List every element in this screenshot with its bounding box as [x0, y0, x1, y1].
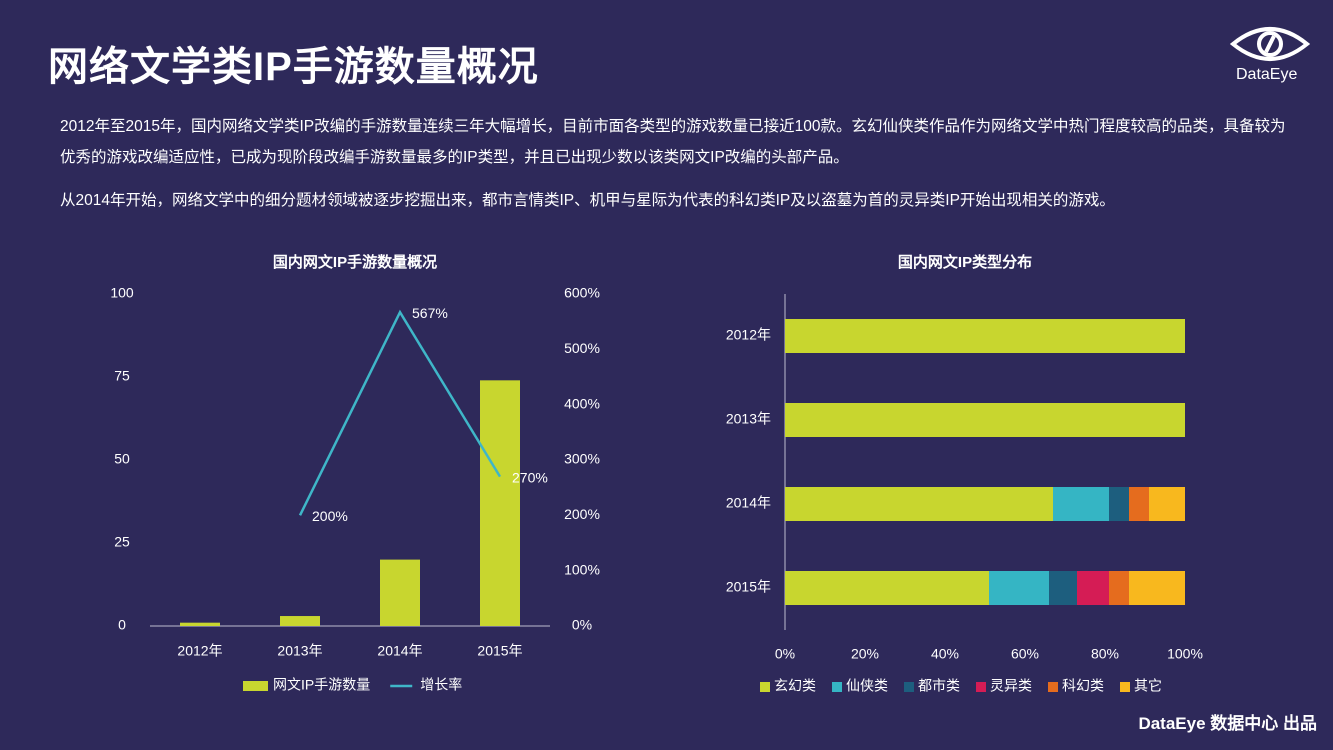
bar-segment — [1049, 571, 1077, 605]
bar-segment — [1077, 571, 1109, 605]
y-tick-label: 2014年 — [726, 495, 771, 511]
x-tick-label: 60% — [1011, 646, 1039, 662]
logo-text: DataEye — [1236, 66, 1298, 83]
legend-label: 科幻类 — [1062, 678, 1104, 694]
legend-label: 其它 — [1134, 678, 1162, 694]
legend-swatch — [1120, 682, 1130, 692]
legend-label: 玄幻类 — [774, 678, 816, 694]
y2-tick-label: 0% — [572, 617, 592, 633]
y-tick-label: 50 — [114, 451, 130, 467]
y-tick-label: 75 — [114, 368, 130, 384]
footer: DataEye 数据中心 出品 — [1138, 714, 1317, 733]
x-tick-label: 20% — [851, 646, 879, 662]
x-tick-label: 2012年 — [177, 643, 222, 659]
data-label: 270% — [512, 469, 548, 485]
y-tick-label: 2012年 — [726, 327, 771, 343]
x-tick-label: 2014年 — [377, 643, 422, 659]
y2-tick-label: 400% — [564, 395, 600, 411]
y2-tick-label: 100% — [564, 561, 600, 577]
bar-segment — [1109, 571, 1129, 605]
bar-segment — [989, 571, 1049, 605]
bar — [380, 559, 420, 626]
y2-tick-label: 500% — [564, 340, 600, 356]
bar-segment — [785, 487, 1053, 521]
legend-swatch — [243, 681, 268, 691]
legend-label: 增长率 — [420, 677, 462, 693]
y-tick-label: 2013年 — [726, 411, 771, 427]
paragraph: 从2014年开始，网络文学中的细分题材领域被逐步挖掘出来，都市言情类IP、机甲与… — [60, 192, 1115, 209]
bar — [180, 622, 220, 626]
bar-segment — [1053, 487, 1109, 521]
y2-tick-label: 200% — [564, 506, 600, 522]
legend-label: 灵异类 — [990, 678, 1032, 694]
bar-segment — [1109, 487, 1129, 521]
x-tick-label: 2015年 — [477, 643, 522, 659]
page-title: 网络文学类IP手游数量概况 — [48, 45, 539, 89]
logo-icon — [1230, 27, 1310, 61]
x-tick-label: 80% — [1091, 646, 1119, 662]
legend-swatch — [976, 682, 986, 692]
x-tick-label: 100% — [1167, 646, 1203, 662]
bar-segment — [1129, 487, 1149, 521]
legend-label: 网文IP手游数量 — [273, 677, 370, 693]
bar-segment — [1149, 487, 1185, 521]
legend-swatch — [904, 682, 914, 692]
bar — [280, 616, 320, 626]
x-tick-label: 2013年 — [277, 643, 322, 659]
chart-title: 国内网文IP手游数量概况 — [273, 253, 437, 271]
bar-segment — [785, 403, 1185, 437]
legend-swatch — [832, 682, 842, 692]
y-tick-label: 25 — [114, 534, 130, 550]
data-label: 200% — [312, 508, 348, 524]
bar-segment — [1129, 571, 1185, 605]
legend-swatch — [760, 682, 770, 692]
legend-swatch — [1048, 682, 1058, 692]
legend-label: 都市类 — [918, 678, 960, 694]
x-tick-label: 40% — [931, 646, 959, 662]
line — [298, 309, 502, 516]
legend-label: 仙侠类 — [846, 678, 888, 694]
y-tick-label: 2015年 — [726, 579, 771, 595]
bar-segment — [785, 319, 1185, 353]
data-label: 567% — [412, 305, 448, 321]
x-tick-label: 0% — [775, 646, 795, 662]
paragraph: 2012年至2015年，国内网络文学类IP改编的手游数量连续三年大幅增长，目前市… — [60, 118, 1286, 166]
bar — [480, 380, 520, 626]
y-tick-label: 0 — [118, 617, 126, 633]
y-tick-label: 100 — [110, 285, 134, 301]
y2-tick-label: 600% — [564, 285, 600, 301]
y2-tick-label: 300% — [564, 451, 600, 467]
chart-title: 国内网文IP类型分布 — [898, 253, 1032, 271]
bar-segment — [785, 571, 989, 605]
